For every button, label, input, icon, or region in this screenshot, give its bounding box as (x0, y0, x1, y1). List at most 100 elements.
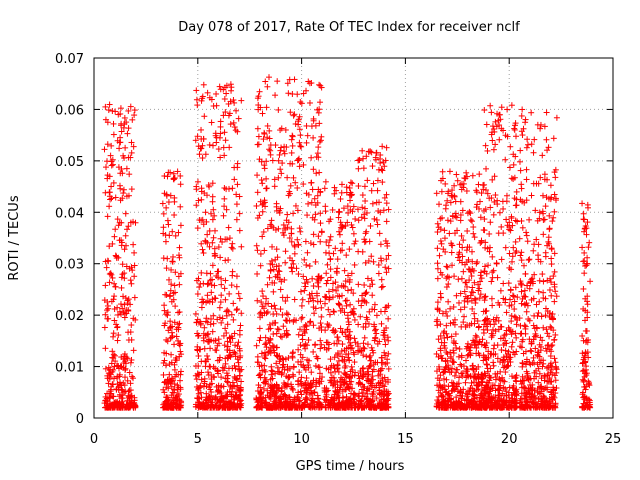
data-point (218, 292, 225, 299)
data-point (124, 226, 131, 233)
data-point (160, 210, 167, 217)
data-point (113, 386, 120, 393)
data-point (121, 374, 128, 381)
data-point (378, 320, 385, 327)
data-point (117, 170, 124, 177)
data-point (435, 201, 442, 208)
data-point (169, 228, 176, 235)
data-point (260, 228, 267, 235)
data-point (256, 325, 263, 332)
data-point (443, 275, 450, 282)
data-point (171, 211, 178, 218)
data-point (335, 209, 342, 216)
data-point (307, 318, 314, 325)
data-point (111, 317, 118, 324)
data-point (315, 233, 322, 240)
data-point (355, 248, 362, 255)
data-point (227, 353, 234, 360)
data-point (445, 281, 452, 288)
data-point (162, 320, 169, 327)
data-point (212, 227, 219, 234)
data-point (483, 165, 490, 172)
data-point (207, 386, 214, 393)
data-point (434, 322, 441, 329)
data-point (530, 247, 537, 254)
data-point (118, 128, 125, 135)
data-point (197, 321, 204, 328)
data-point (128, 373, 135, 380)
data-point (126, 387, 133, 394)
data-point (128, 139, 135, 146)
data-point (224, 321, 231, 328)
data-point (352, 238, 359, 245)
data-point (103, 307, 110, 314)
data-point (548, 261, 555, 268)
data-point (224, 378, 231, 385)
data-point (507, 143, 514, 150)
data-point (267, 151, 274, 158)
data-point (204, 352, 211, 359)
data-point (290, 364, 297, 371)
data-point (511, 125, 518, 132)
data-point (106, 101, 113, 108)
data-point (446, 274, 453, 281)
data-point (272, 92, 279, 99)
data-point (200, 337, 207, 344)
data-point (234, 181, 241, 188)
data-point (498, 223, 505, 230)
data-point (362, 198, 369, 205)
data-point (234, 128, 241, 135)
data-point (503, 216, 510, 223)
data-point (223, 312, 230, 319)
data-point (519, 132, 526, 139)
data-point (300, 90, 307, 97)
data-point (163, 265, 170, 272)
data-point (230, 119, 237, 126)
data-point (228, 84, 235, 91)
data-point (233, 201, 240, 208)
x-tick-label: 15 (397, 432, 414, 447)
data-point (255, 133, 262, 140)
data-point (122, 144, 129, 151)
data-point (223, 186, 230, 193)
data-point (227, 81, 234, 88)
data-point (198, 97, 205, 104)
data-point (553, 114, 560, 121)
data-point (107, 366, 114, 373)
data-point (254, 297, 261, 304)
data-point (254, 125, 261, 132)
data-point (231, 176, 238, 183)
data-point (203, 270, 210, 277)
data-point (254, 247, 261, 254)
data-point (265, 74, 272, 81)
data-point (339, 240, 346, 247)
data-point (196, 284, 203, 291)
data-point (105, 315, 112, 322)
data-point (371, 327, 378, 334)
data-point (102, 103, 109, 110)
data-point (211, 253, 218, 260)
data-point (116, 382, 123, 389)
data-point (125, 223, 132, 230)
data-point (208, 392, 215, 399)
data-point (307, 240, 314, 247)
y-tick-label: 0.04 (55, 206, 84, 221)
data-point (176, 254, 183, 261)
data-point (500, 230, 507, 237)
data-point (261, 247, 268, 254)
data-point (385, 315, 392, 322)
data-point (301, 280, 308, 287)
data-point (492, 141, 499, 148)
data-point (131, 249, 138, 256)
data-point (264, 122, 271, 129)
data-point (467, 217, 474, 224)
data-point (274, 325, 281, 332)
data-point (317, 337, 324, 344)
data-point (498, 256, 505, 263)
data-point (489, 326, 496, 333)
data-point (287, 160, 294, 167)
data-point (581, 249, 588, 256)
data-point (321, 185, 328, 192)
data-point (195, 275, 202, 282)
data-point (281, 276, 288, 283)
